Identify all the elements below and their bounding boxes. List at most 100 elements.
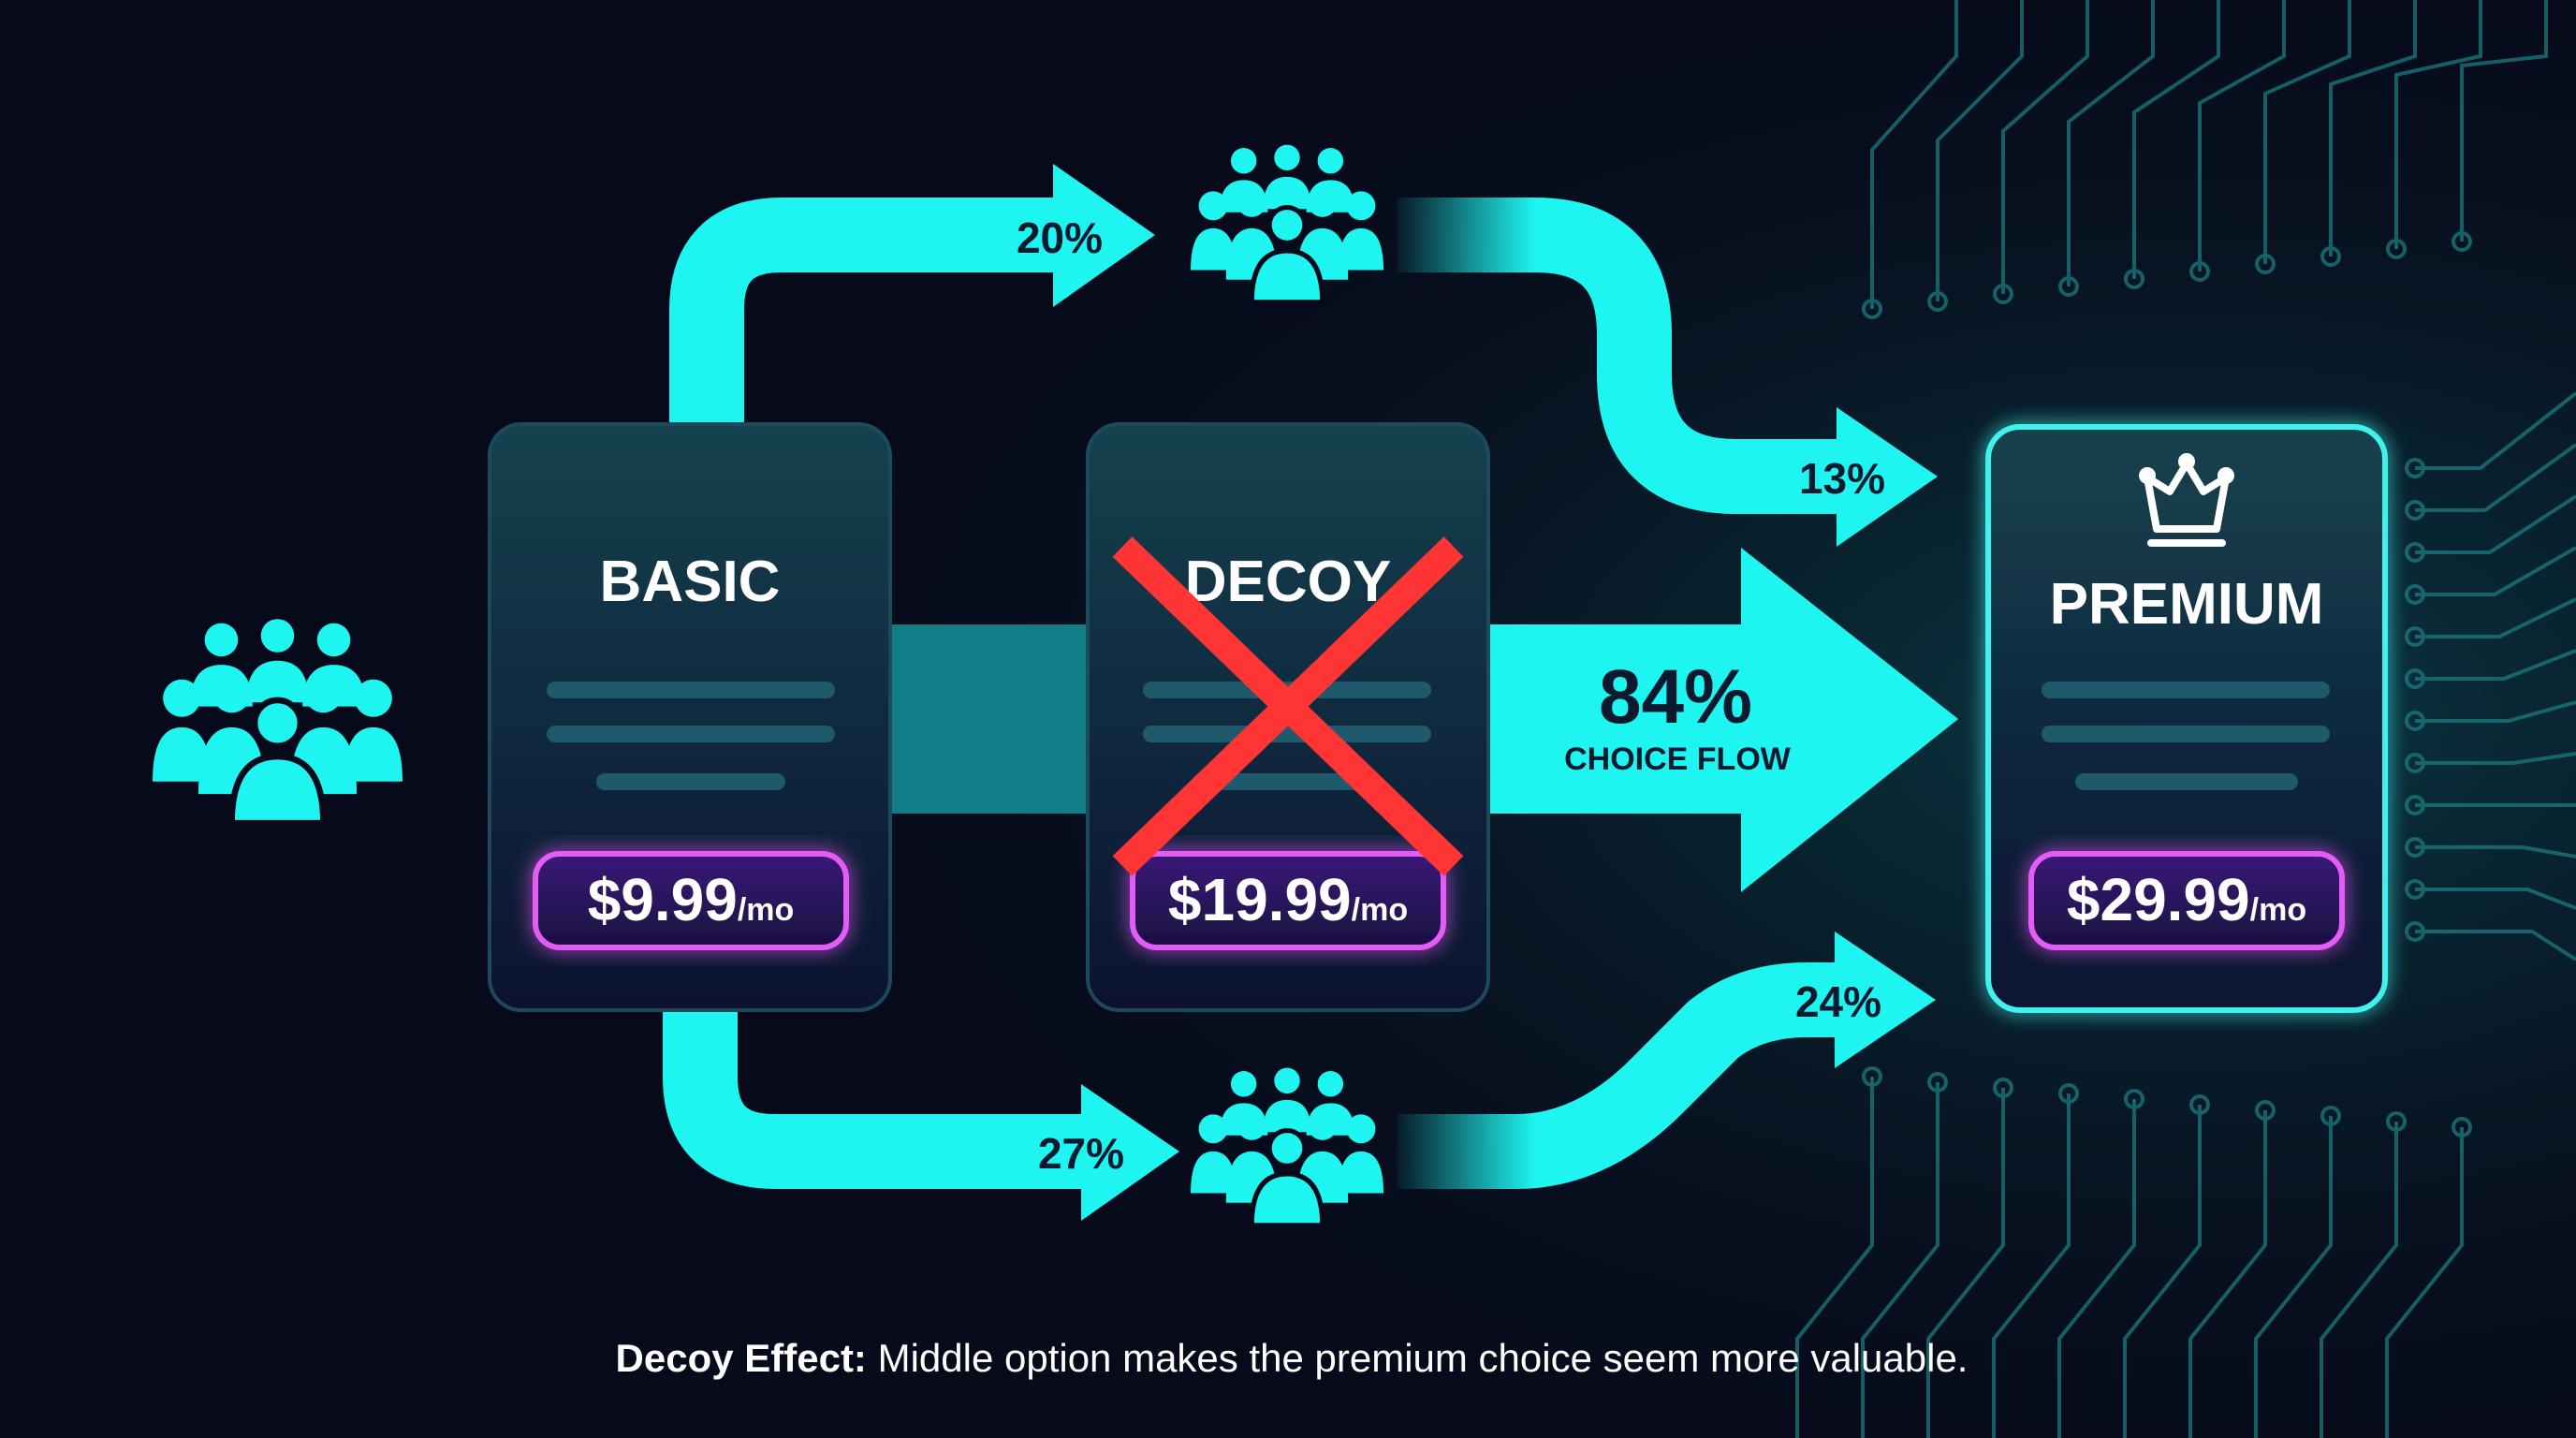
circuit-trace (2188, 1110, 2267, 1438)
circuit-trace (2415, 649, 2576, 681)
price-badge (1130, 851, 1446, 950)
circuit-node (2405, 879, 2425, 900)
flow-label-13: 13% (1799, 454, 1885, 503)
circuit-node (2405, 542, 2425, 563)
circuit-trace (2067, 0, 2155, 286)
card-title: BASIC (600, 550, 781, 614)
circuit-trace (2460, 0, 2548, 242)
circuit-node (2405, 668, 2425, 689)
circuit-node (2452, 1117, 2472, 1137)
flow-basic-to-bottom-group (663, 992, 1095, 1189)
main-flow-percent: 84% (1599, 654, 1752, 740)
circuit-trace (1870, 0, 1958, 309)
circuit-trace (2415, 845, 2576, 858)
flow-bottom-group-to-premium (1397, 962, 1849, 1189)
circuit-node (2386, 239, 2407, 259)
price: $9.99/mo (588, 866, 795, 933)
circuit-trace (2415, 391, 2576, 470)
circuit-trace (2415, 888, 2576, 910)
circuit-node (2386, 1111, 2407, 1132)
circuit-node (1993, 284, 2013, 304)
circuit-node (1993, 1078, 2013, 1098)
circuit-node (2405, 584, 2425, 605)
circuit-node (2405, 711, 2425, 731)
feature-line (2042, 726, 2330, 742)
circuit-node (1927, 1072, 1948, 1093)
arrowhead-13 (1837, 407, 1938, 547)
card-title: PREMIUM (2050, 572, 2324, 637)
circuit-trace (2394, 0, 2482, 249)
circuit-trace (1795, 1077, 1874, 1438)
feature-line (2075, 773, 2298, 790)
circuit-trace (2001, 0, 2089, 294)
arrowhead-20 (1053, 164, 1155, 307)
price: $29.99/mo (2067, 866, 2306, 933)
circuit-node (2058, 276, 2079, 297)
card-title: DECOY (1185, 550, 1391, 614)
circuit-trace (2057, 1099, 2136, 1438)
circuit-trace (2415, 443, 2576, 512)
circuit-trace (2415, 930, 2576, 961)
circuit-trace (2415, 700, 2576, 723)
circuit-trace (2263, 0, 2351, 264)
flow-arrows (663, 164, 1958, 1221)
feature-line (1143, 726, 1431, 742)
circuit-node (2124, 1089, 2144, 1109)
card-decoy[interactable]: DECOY $19.99/mo (1086, 422, 1490, 1012)
cross-out-icon (1112, 536, 1464, 876)
feature-line (1193, 773, 1382, 790)
card-basic[interactable]: BASIC $9.99/mo (488, 422, 892, 1012)
circuit-trace (1926, 1088, 2005, 1438)
circuit-node (1862, 1066, 1882, 1087)
circuit-node (2189, 261, 2210, 282)
price: $19.99/mo (1168, 866, 1408, 933)
circuit-trace (2123, 1105, 2202, 1438)
circuit-node (2405, 921, 2425, 942)
feature-line (596, 773, 785, 790)
circuit-node (1862, 299, 1882, 319)
circuit-node (2320, 246, 2341, 267)
circuit-trace (2254, 1116, 2333, 1438)
main-choice-arrow (1488, 548, 1958, 892)
circuit-trace (2329, 0, 2417, 257)
circuit-node (2405, 626, 2425, 647)
flow-label-24: 24% (1795, 977, 1881, 1026)
card-premium[interactable]: PREMIUM $29.99/mo (1985, 424, 2388, 1013)
feature-line (547, 726, 835, 742)
circuit-trace (2415, 597, 2576, 638)
circuit-trace (2385, 1127, 2464, 1438)
circuit-node (2452, 231, 2472, 252)
circuit-node (2058, 1083, 2079, 1104)
arrowhead-24 (1835, 932, 1936, 1068)
arrowhead-27 (1081, 1084, 1179, 1221)
circuit-node (2124, 269, 2144, 289)
price-badge (533, 851, 849, 950)
main-flow-label: CHOICE FLOW (1564, 741, 1792, 777)
circuit-trace (2415, 546, 2576, 596)
circuit-node (1927, 291, 1948, 312)
circuit-node (2255, 254, 2276, 274)
circuit-node (2189, 1094, 2210, 1115)
caption: Decoy Effect: Middle option makes the pr… (616, 1336, 1969, 1380)
basic-decoy-connector (890, 624, 1088, 814)
price-badge (2028, 851, 2345, 950)
circuit-trace (2415, 494, 2576, 554)
circuit-trace (1861, 1082, 1939, 1438)
circuit-node (2255, 1100, 2276, 1121)
flow-top-group-to-premium (1397, 198, 1849, 514)
circuit-trace (2320, 1122, 2398, 1438)
circuit-node (2320, 1106, 2341, 1126)
circuit-trace (2132, 0, 2220, 279)
circuit-node (2405, 500, 2425, 521)
circuit-node (2405, 753, 2425, 773)
circuit-trace (2198, 0, 2286, 271)
circuit-traces (1795, 0, 2576, 1438)
flow-label-20: 20% (1017, 213, 1103, 262)
feature-line (547, 682, 835, 698)
feature-line (2042, 682, 2330, 698)
circuit-node (2405, 458, 2425, 478)
circuit-node (2405, 795, 2425, 815)
circuit-trace (1992, 1093, 2071, 1438)
crown-icon (2139, 453, 2234, 547)
